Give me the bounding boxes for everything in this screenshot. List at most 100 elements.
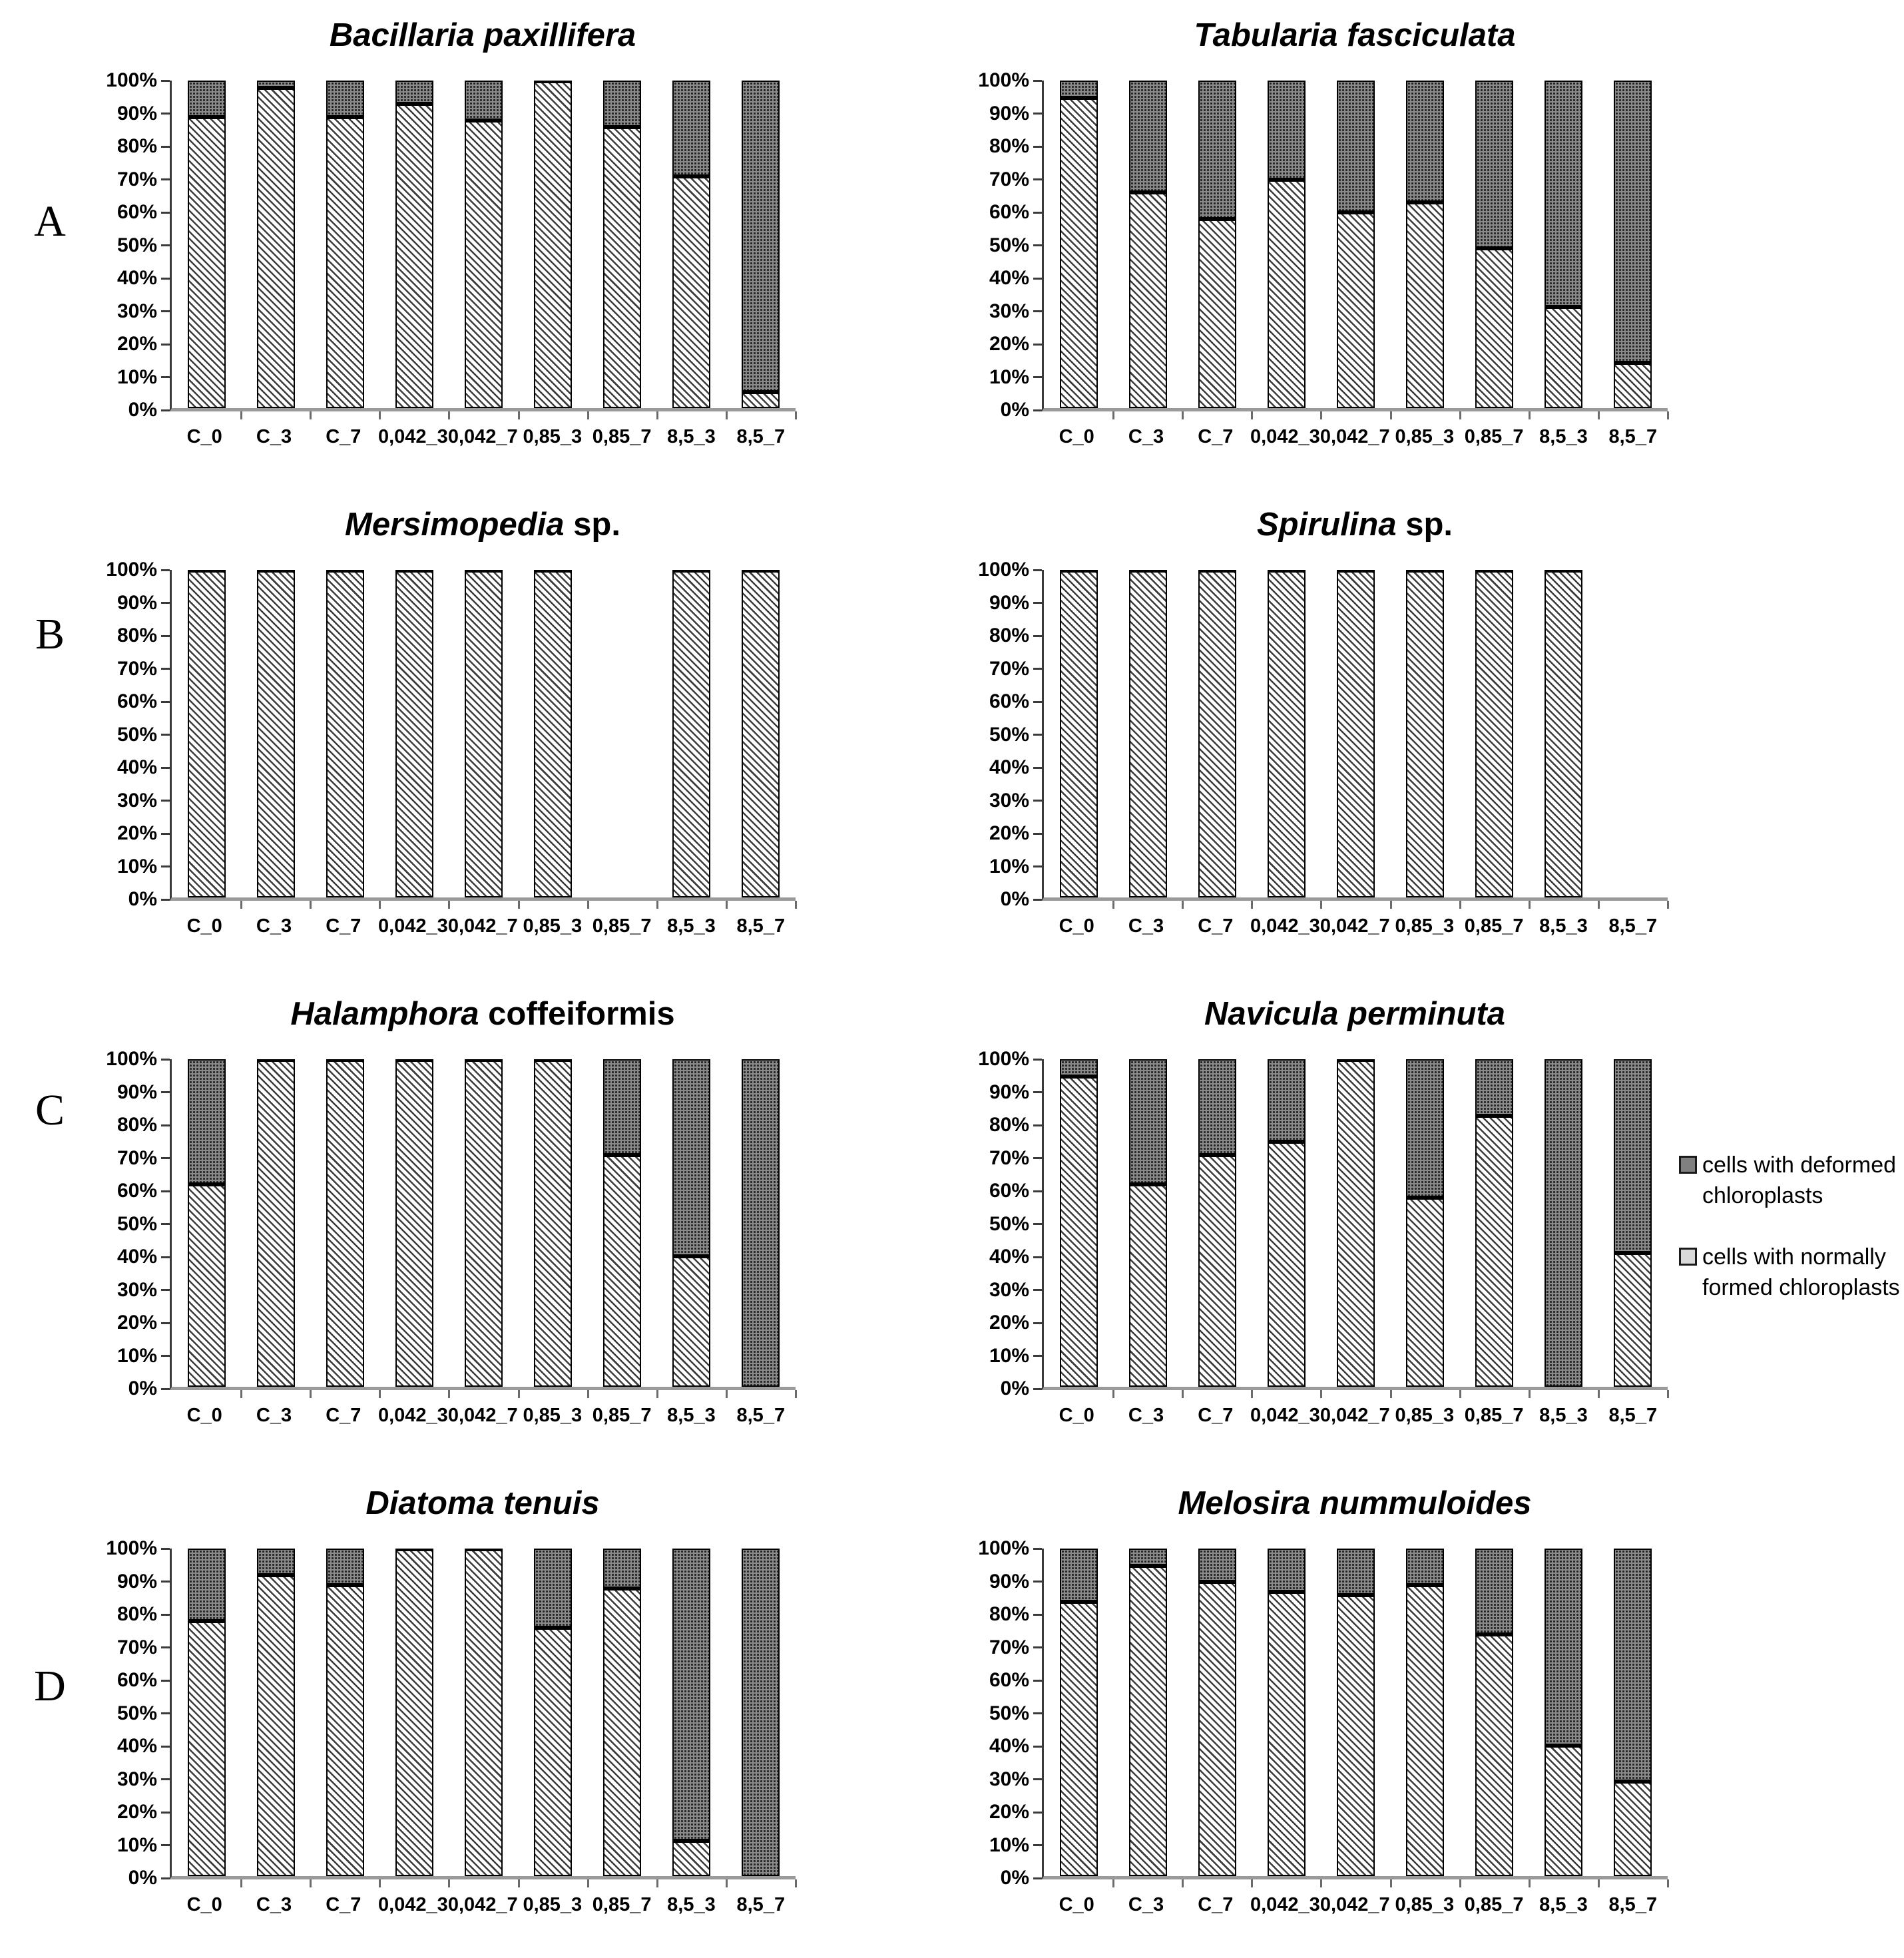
stacked-bar: [1545, 81, 1583, 408]
bar-slot: [1529, 81, 1600, 419]
plot-area: [1042, 81, 1670, 419]
segment-normal-chloroplasts: [1545, 570, 1583, 897]
segment-deformed-chloroplasts: [1475, 1549, 1514, 1634]
segment-deformed-chloroplasts: [187, 81, 226, 117]
x-category-label: C_7: [1198, 426, 1234, 447]
y-tick-label: 30%: [117, 1279, 170, 1302]
chart-title-plain: coffeiformis: [479, 996, 675, 1032]
x-category-label: 0,85_7: [1464, 426, 1524, 447]
segment-normal-chloroplasts: [1198, 1154, 1236, 1387]
y-axis: 100% 90% 80% 70% 60% 50% 40% 30% 20% 10% 0%: [972, 1537, 1042, 1889]
y-tick-label: 90%: [117, 592, 170, 614]
x-axis-labels: C_0 C_3 C_7 0,042_3 0,042_7 0,85_3 0,85_7 8,5_3…: [1042, 1894, 1668, 1916]
x-category-label: C_7: [326, 426, 361, 447]
x-category-label: C_0: [1059, 1894, 1094, 1915]
x-category-label: 8,5_3: [1539, 915, 1588, 937]
segment-normal-chloroplasts: [742, 391, 780, 408]
y-tick-label: 60%: [989, 690, 1042, 713]
stacked-bar: [1267, 1549, 1306, 1876]
plot-area: [170, 81, 798, 419]
bar-slot: [1113, 570, 1184, 909]
segment-deformed-chloroplasts: [1059, 1549, 1098, 1601]
y-axis: 100% 90% 80% 70% 60% 50% 40% 30% 20% 10% 0%: [100, 1537, 170, 1889]
segment-deformed-chloroplasts: [326, 1549, 364, 1585]
chart-title-italic: Spirulina: [1256, 507, 1397, 543]
y-tick-label: 80%: [989, 624, 1042, 647]
y-tick-label: 0%: [128, 1867, 170, 1889]
segment-normal-chloroplasts: [534, 1059, 573, 1387]
y-tick-label: 60%: [989, 1180, 1042, 1202]
segment-normal-chloroplasts: [256, 87, 295, 408]
x-category-label: C_7: [326, 915, 361, 937]
stacked-bar-chart: Halamphora coffeiformis 100% 90% 80% 70% 60%…: [100, 995, 972, 1427]
bar-slot: [726, 570, 798, 909]
stacked-bar: [1406, 570, 1445, 897]
y-tick-label: 20%: [989, 1312, 1042, 1334]
x-category-label: 0,85_3: [523, 915, 583, 937]
x-category-label: 0,85_3: [1395, 915, 1455, 937]
bar-slot: [1044, 1059, 1115, 1398]
stacked-bar-chart: Tabularia fasciculata 100% 90% 80% 70% 60% 50…: [972, 17, 1904, 448]
legend-label-deformed: cells with deformed chloroplasts: [1702, 1152, 1897, 1208]
chart-body: 100% 90% 80% 70% 60% 50% 40% 30% 20% 10% 0%: [100, 559, 972, 910]
stacked-bar: [672, 1059, 711, 1387]
bar-slot: [726, 1549, 798, 1887]
x-category-label: 0,85_3: [1395, 1405, 1455, 1426]
chart-cell-halamphora-coffeiformis: Halamphora coffeiformis 100% 90% 80% 70% 60%…: [100, 979, 972, 1468]
y-tick-label: 70%: [117, 1147, 170, 1170]
stacked-bar: [1545, 1059, 1583, 1387]
segment-deformed-chloroplasts: [1267, 1549, 1306, 1591]
y-axis: 100% 90% 80% 70% 60% 50% 40% 30% 20% 10% 0%: [100, 1048, 170, 1399]
y-tick-label: 70%: [989, 1147, 1042, 1170]
segment-normal-chloroplasts: [187, 570, 226, 897]
y-tick-label: 10%: [989, 1345, 1042, 1367]
segment-normal-chloroplasts: [1128, 1183, 1167, 1387]
bar-slot: [172, 570, 243, 909]
bar-slot: [519, 1549, 589, 1887]
chart-title-italic: Bacillaria paxillifera: [329, 17, 636, 53]
stacked-bar: [464, 570, 503, 897]
y-tick-label: 100%: [106, 1048, 170, 1071]
stacked-bar: [1059, 570, 1098, 897]
stacked-bar: [742, 81, 780, 408]
segment-deformed-chloroplasts: [1267, 1059, 1306, 1141]
x-category-label: 0,042_7: [1319, 915, 1390, 937]
y-tick-label: 30%: [117, 300, 170, 323]
y-tick-label: 0%: [1001, 888, 1042, 911]
stacked-bar: [1545, 1549, 1583, 1876]
stacked-bar: [464, 81, 503, 408]
y-tick-label: 0%: [128, 399, 170, 421]
bar-slot: [1460, 570, 1531, 909]
x-category-label: 8,5_3: [667, 1405, 716, 1426]
segment-deformed-chloroplasts: [672, 1059, 711, 1256]
row-label-b: B: [0, 489, 100, 979]
legend-item-deformed: cells with deformed chloroplasts: [1679, 1150, 1904, 1212]
segment-deformed-chloroplasts: [1198, 1549, 1236, 1582]
y-tick-label: 10%: [989, 856, 1042, 878]
y-tick-label: 60%: [117, 201, 170, 224]
stacked-bar: [1267, 81, 1306, 408]
x-category-label: 0,042_3: [377, 915, 448, 937]
y-tick-label: 40%: [117, 1246, 170, 1268]
chart-title: Melosira nummuloides: [1042, 1485, 1668, 1537]
stacked-bar: [395, 570, 433, 897]
bar-slot: [1460, 81, 1531, 419]
segment-normal-chloroplasts: [1475, 247, 1514, 408]
x-category-label: 0,042_3: [377, 426, 448, 447]
x-category-label: C_3: [256, 1405, 292, 1426]
stacked-bar: [256, 1059, 295, 1387]
segment-deformed-chloroplasts: [256, 1549, 295, 1575]
segment-deformed-chloroplasts: [1128, 81, 1167, 192]
stacked-bar: [1336, 81, 1375, 408]
segment-deformed-chloroplasts: [1267, 81, 1306, 179]
stacked-bar-chart: Melosira nummuloides 100% 90% 80% 70% 60% 50%…: [972, 1485, 1904, 1916]
segment-normal-chloroplasts: [1336, 1059, 1375, 1387]
plot-area: [1042, 1059, 1670, 1398]
x-category-label: 0,85_3: [523, 1405, 583, 1426]
y-tick-label: 10%: [117, 366, 170, 389]
chart-cell-diatoma-tenuis: Diatoma tenuis 100% 90% 80% 70% 60% 50% 40% 30%…: [100, 1468, 972, 1957]
x-category-label: 0,042_3: [1250, 1894, 1320, 1915]
bar-slot: [588, 81, 658, 419]
x-category-label: 0,042_7: [447, 915, 518, 937]
stacked-bar: [742, 570, 780, 897]
